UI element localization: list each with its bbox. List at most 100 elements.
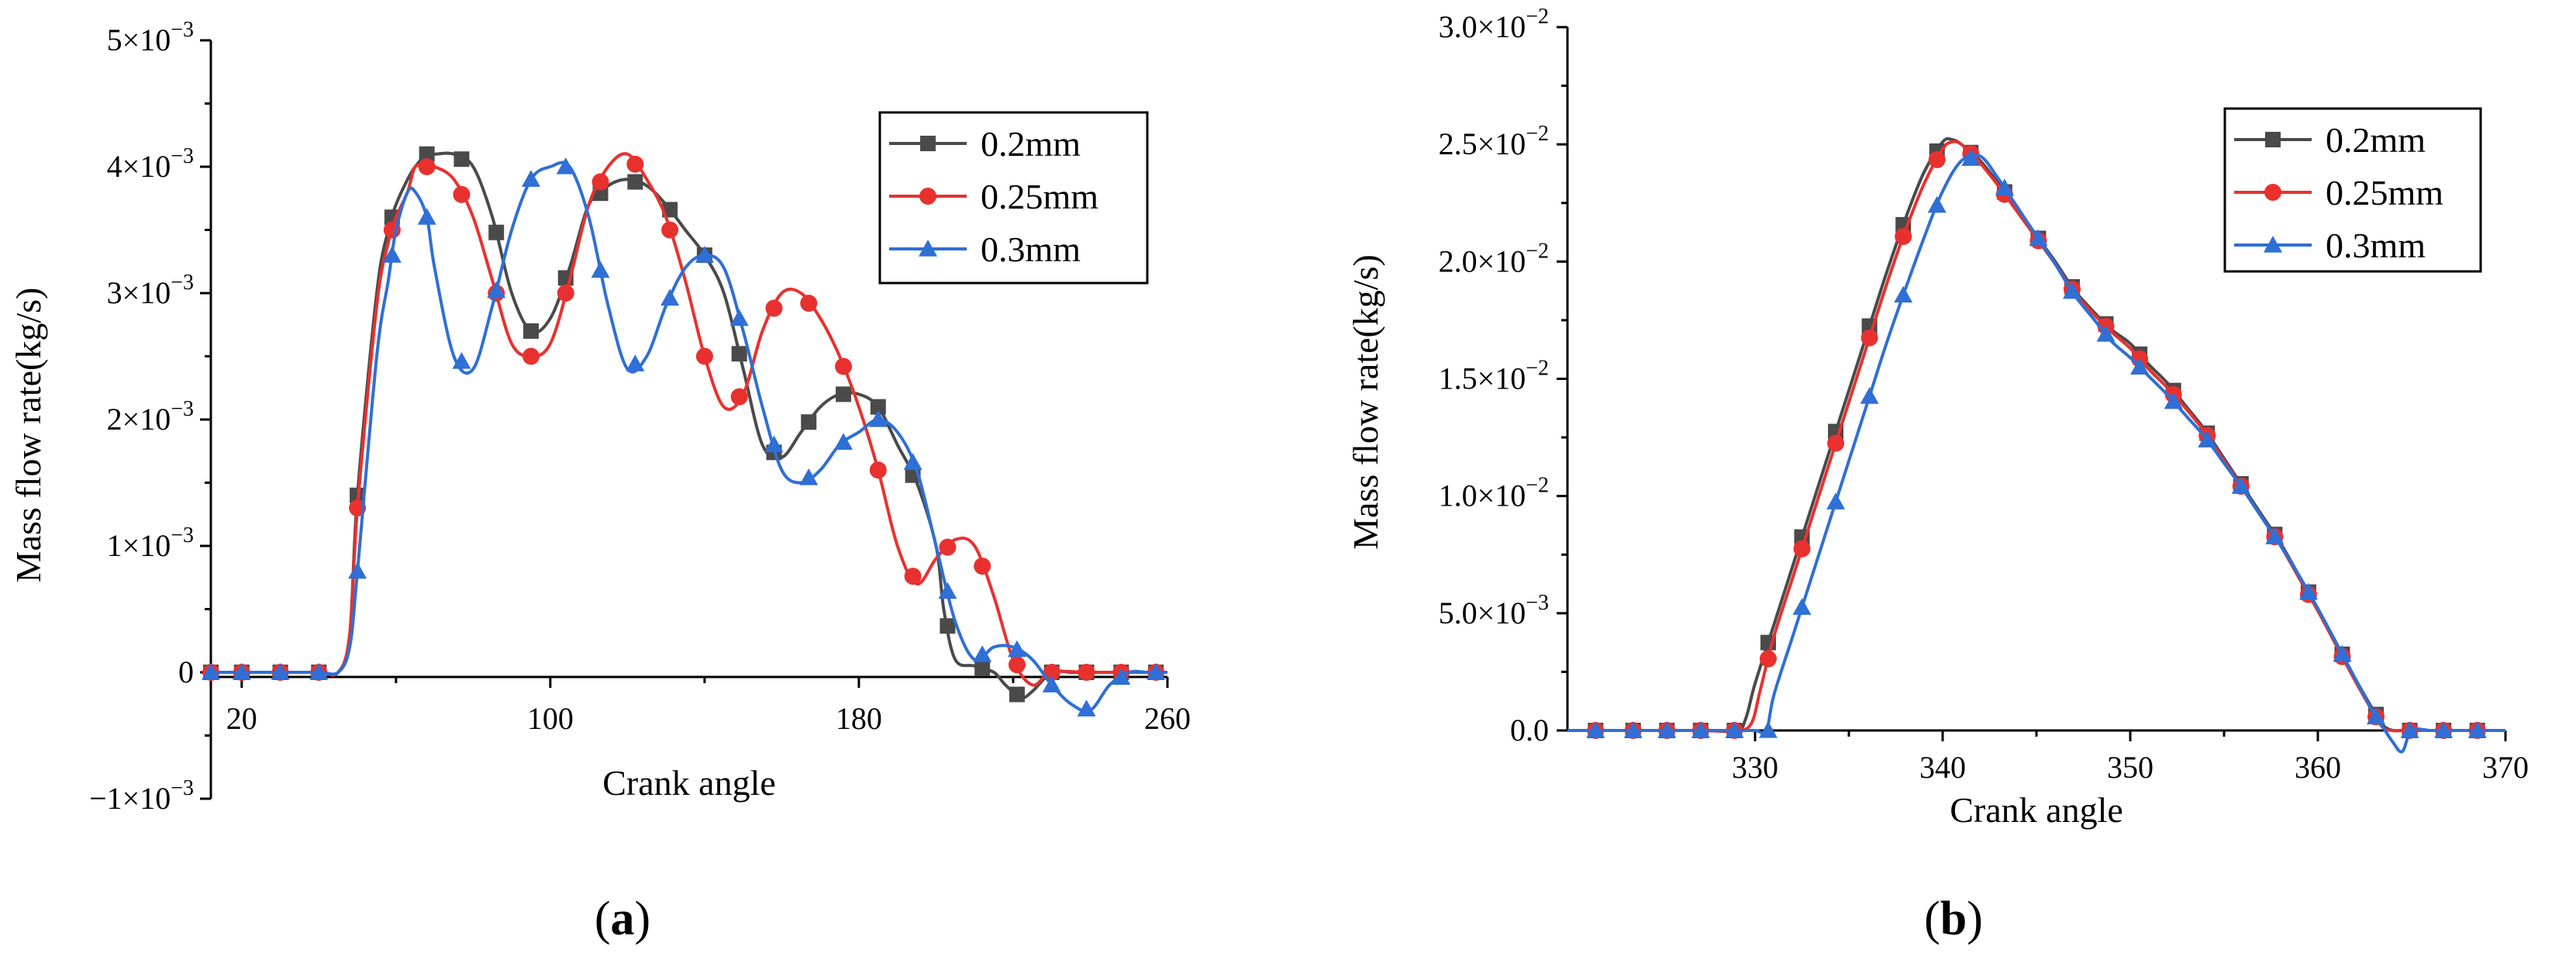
data-point [521,170,540,187]
legend-marker [2264,184,2281,201]
x-tick-label: 100 [527,701,574,736]
data-point [1826,492,1846,509]
axes-a: −1×10−3 0 1×10−3 2×10−3 3×10−3 4×10−3 5×10−3 20… [9,18,1191,816]
data-point [232,663,251,680]
data-point [1043,664,1060,681]
data-point [1927,195,1947,213]
data-point [202,663,220,680]
data-point [903,453,922,471]
data-point [591,173,609,191]
data-point [661,221,679,239]
legend-marker [919,240,937,257]
data-point [1895,227,1912,245]
data-point [800,295,818,313]
data-point [765,299,783,317]
y-tick-label: 2.5×10−2 [1439,122,1549,161]
data-point [1147,663,1166,680]
data-point [452,352,471,369]
data-point [2164,392,2183,409]
data-point [1657,721,1677,738]
data-point [1042,675,1061,692]
y-tick-label: 2×10−3 [107,397,194,437]
data-point [799,468,819,485]
data-point [271,663,290,680]
data-point [487,281,506,299]
data-point [2333,644,2352,662]
x-tick-label: 260 [1144,701,1191,736]
data-point [2029,229,2048,247]
x-tick-label: 350 [2107,750,2154,785]
data-point [453,151,470,167]
data-point [834,433,853,450]
data-point [1860,329,1878,347]
data-point [938,582,957,599]
data-point [1623,721,1643,738]
data-point [1725,721,1744,738]
data-point [348,561,367,579]
data-point [2298,582,2318,600]
data-point [1995,178,2014,196]
data-point [1758,721,1778,738]
data-point [591,261,610,278]
data-point [627,174,643,190]
legend-marker [920,136,936,151]
x-tick-label: 20 [226,701,257,736]
data-point [801,414,817,430]
legend: 0.2mm 0.25mm 0.3mm [2223,107,2482,273]
x-tick-label: 180 [836,701,882,736]
data-point [1078,664,1095,681]
y-tick-label: 1×10−3 [107,523,194,563]
data-point [522,323,539,339]
legend-marker [919,188,936,205]
data-point [1792,598,1812,615]
data-point [660,288,680,306]
series-0.3mm [1567,149,2505,754]
data-point [2096,325,2116,342]
data-point [729,309,749,326]
y-axis-title: Mass flow rate(kg/s) [1346,254,1385,550]
data-point [869,461,887,479]
panel-caption: (a) [595,893,650,945]
data-point [2130,357,2150,375]
data-point [556,157,575,174]
data-point [695,347,713,365]
y-tick-label: 1.5×10−2 [1439,357,1549,396]
data-point [417,208,436,225]
data-point [2434,721,2454,738]
axes-b: 0.0 5.0×10−3 1.0×10−2 1.5×10−2 2.0×10−2 2.5×1… [1346,5,2529,830]
y-tick-label: 0.0 [1510,713,1549,748]
data-point [1961,149,1981,166]
data-point [973,645,992,662]
x-tick-label: 340 [1919,750,1966,785]
data-point [835,357,853,375]
x-axis-title: Crank angle [1950,790,2123,830]
series-line [211,161,1167,713]
data-point [940,618,956,634]
legend-label: 0.2mm [981,124,1081,164]
legend-marker [2265,132,2281,147]
data-point [1860,387,1879,404]
data-point [626,155,644,173]
series-0.3mm [202,157,1167,717]
data-point [836,386,852,402]
data-point [2467,721,2487,738]
y-tick-label: 0 [178,654,194,689]
data-point [1112,668,1131,685]
data-point [974,661,991,677]
data-point [2062,281,2081,299]
legend-marker [2264,236,2282,253]
data-point [557,285,574,302]
data-point [1793,540,1811,558]
data-point [1691,721,1710,738]
data-point [1007,640,1026,658]
data-point [1077,699,1096,717]
y-tick-label: 3×10−3 [107,271,194,310]
data-point [1586,721,1605,738]
y-tick-label: −1×10−3 [89,776,194,816]
data-point [939,538,957,556]
data-point [419,146,435,162]
legend: 0.2mm 0.25mm 0.3mm [878,111,1149,285]
data-point [626,354,645,371]
data-point [1008,656,1026,674]
y-tick-label: 3.0×10−2 [1439,5,1549,44]
